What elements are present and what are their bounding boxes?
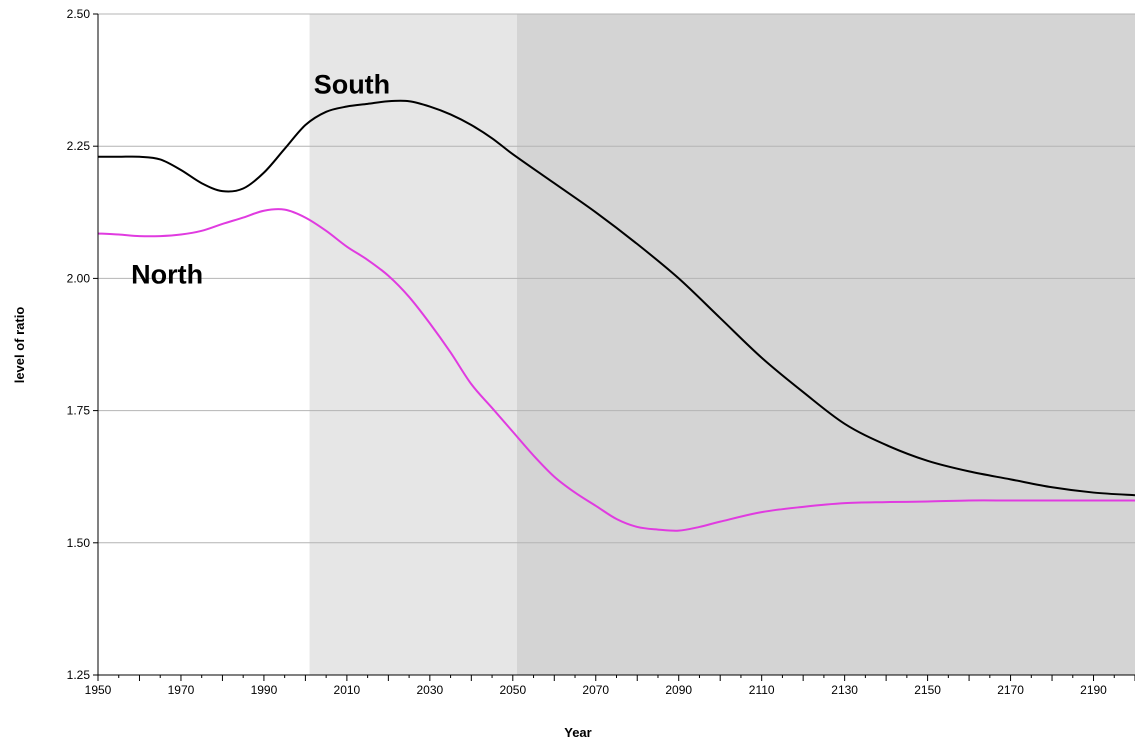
- x-tick-label-1970: 1970: [168, 683, 195, 697]
- series-lines: [97, 99, 1135, 532]
- x-tick-label-2010: 2010: [334, 683, 361, 697]
- x-tick-label-1990: 1990: [251, 683, 278, 697]
- x-tick-label-2070: 2070: [582, 683, 609, 697]
- series-label-south: South: [314, 69, 390, 99]
- shaded-region-2: [516, 14, 1135, 675]
- y-axis-title: level of ratio: [12, 307, 27, 384]
- series-line-north: [97, 208, 1135, 532]
- x-tick-label-2110: 2110: [749, 683, 775, 697]
- series-line-south: [98, 99, 1135, 497]
- x-tick-label-1950: 1950: [85, 683, 112, 697]
- shaded-region-1: [309, 14, 517, 675]
- axes: [93, 13, 1135, 681]
- series-labels: South North: [131, 69, 390, 289]
- y-tick-label-1.50: 1.50: [67, 536, 91, 550]
- shaded-regions: [309, 14, 1135, 675]
- x-tick-labels: 1950 1970 1990 2010 2030 2050 2070 2090 2110 2130…: [85, 683, 1108, 697]
- x-tick-label-2130: 2130: [831, 683, 858, 697]
- y-tick-label-2.50: 2.50: [67, 7, 91, 21]
- y-tick-label-2.00: 2.00: [67, 271, 91, 285]
- y-tick-label-2.25: 2.25: [67, 139, 91, 153]
- x-tick-label-2050: 2050: [499, 683, 526, 697]
- y-tick-label-1.75: 1.75: [67, 404, 91, 418]
- x-tick-label-2030: 2030: [416, 683, 443, 697]
- x-tick-label-2190: 2190: [1080, 683, 1107, 697]
- x-tick-label-2170: 2170: [997, 683, 1024, 697]
- gridlines: [98, 13, 1135, 544]
- x-tick-label-2150: 2150: [914, 683, 941, 697]
- y-tick-labels: 1.25 1.50 1.75 2.00 2.25 2.50: [67, 7, 91, 682]
- x-tick-label-2090: 2090: [665, 683, 692, 697]
- series-label-north: North: [131, 260, 203, 290]
- x-axis-title: Year: [564, 725, 591, 740]
- y-tick-label-1.25: 1.25: [67, 668, 91, 682]
